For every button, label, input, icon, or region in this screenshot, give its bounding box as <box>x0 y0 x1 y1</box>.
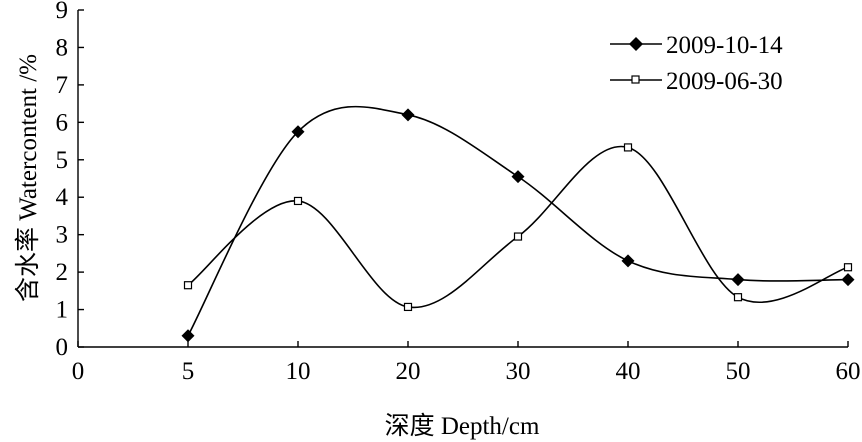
y-tick-label: 4 <box>56 184 69 211</box>
legend-label-2: 2009-06-30 <box>666 68 783 95</box>
legend-item-1: 2009-10-14 <box>610 32 783 59</box>
x-tick-label: 60 <box>836 358 861 385</box>
data-point-square <box>183 281 193 290</box>
series-group <box>181 105 855 343</box>
x-tick-label: 50 <box>726 358 751 385</box>
y-tick-label: 3 <box>56 222 69 249</box>
legend-square-marker <box>631 75 640 84</box>
x-axis-title: 深度 Depth/cm <box>385 412 540 440</box>
x-tick-label: 0 <box>72 358 85 385</box>
data-point-diamond <box>621 254 635 268</box>
y-tick-label: 8 <box>56 34 69 61</box>
data-point-square <box>843 263 853 272</box>
data-point-square <box>513 232 523 241</box>
data-point-diamond <box>841 273 855 287</box>
x-tick-label: 30 <box>506 358 531 385</box>
data-point-square <box>403 302 413 312</box>
legend-item-2: 2009-06-30 <box>610 68 783 95</box>
y-tick-label: 5 <box>56 147 69 174</box>
x-tick-label: 10 <box>286 358 311 385</box>
series-2 <box>183 143 853 312</box>
data-point-diamond <box>401 108 415 122</box>
y-tick-label: 2 <box>56 259 69 286</box>
legend: 2009-10-14 2009-06-30 <box>610 32 783 95</box>
y-axis-ticks: 0 1 2 3 4 5 6 7 8 9 <box>56 0 84 361</box>
y-tick-label: 6 <box>56 109 69 136</box>
x-tick-label: 20 <box>396 358 421 385</box>
y-tick-label: 1 <box>56 297 69 324</box>
data-point-square <box>623 143 633 152</box>
y-axis-title: 含水率 Watercontent /% <box>14 54 42 302</box>
legend-label-1: 2009-10-14 <box>666 32 783 59</box>
legend-diamond-marker <box>629 37 643 51</box>
data-point-diamond <box>181 329 195 343</box>
x-tick-label: 40 <box>616 358 641 385</box>
series-1 <box>181 105 855 343</box>
data-point-diamond <box>291 125 305 139</box>
y-tick-label: 9 <box>56 0 69 24</box>
x-tick-label: 5 <box>182 358 195 385</box>
y-tick-label: 7 <box>56 72 69 99</box>
data-point-diamond <box>511 170 525 184</box>
data-point-square <box>293 196 303 206</box>
data-point-diamond <box>731 273 745 287</box>
y-tick-label: 0 <box>56 334 69 361</box>
x-axis-ticks: 0 5 10 20 30 40 50 60 <box>72 341 861 385</box>
axes <box>77 10 848 348</box>
data-point-square <box>733 293 743 302</box>
